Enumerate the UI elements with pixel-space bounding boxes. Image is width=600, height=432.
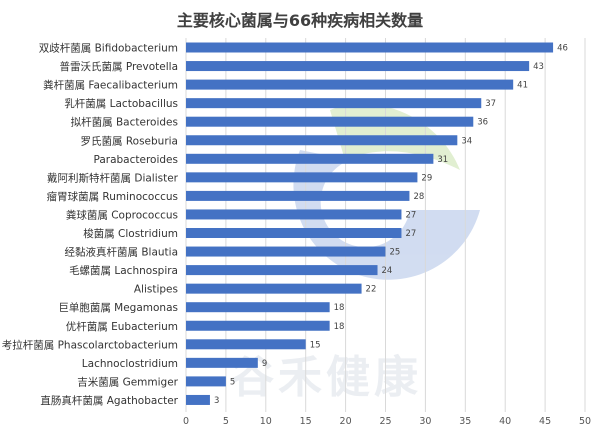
- data-label: 43: [533, 62, 544, 72]
- category-label: 瘤胃球菌属 Ruminococcus: [47, 190, 178, 203]
- x-tick-label: 45: [539, 416, 551, 427]
- x-tick-label: 40: [499, 416, 511, 427]
- bar: [186, 357, 258, 368]
- data-label: 24: [382, 266, 393, 276]
- category-label: 戴阿利斯特杆菌属 Dialister: [47, 171, 179, 184]
- x-tick-label: 50: [579, 416, 591, 427]
- category-label: Lachnoclostridium: [82, 358, 178, 370]
- bar: [186, 172, 418, 183]
- bar: [186, 116, 474, 127]
- data-label: 25: [390, 248, 401, 258]
- bar: [186, 42, 554, 53]
- category-label: 粪球菌属 Coprococcus: [66, 208, 178, 221]
- data-label: 41: [517, 81, 528, 91]
- bar: [186, 376, 226, 387]
- x-tick-label: 15: [300, 416, 312, 427]
- bar: [186, 265, 378, 276]
- x-tick-label: 10: [260, 416, 272, 427]
- category-label: 毛螺菌属 Lachnospira: [69, 265, 178, 277]
- category-label: 罗氏菌属 Roseburia: [80, 135, 178, 147]
- bar: [186, 190, 410, 201]
- category-label: Alistipes: [134, 284, 178, 296]
- category-label: 普雷沃氏菌属 Prevotella: [59, 60, 178, 73]
- category-label: 直肠真杆菌属 Agathobacter: [40, 394, 178, 407]
- x-tick-label: 5: [223, 416, 229, 427]
- bar: [186, 135, 458, 146]
- category-label: 拟杆菌属 Bacteroides: [71, 116, 178, 129]
- x-tick-label: 20: [340, 416, 352, 427]
- data-label: 18: [334, 303, 345, 313]
- data-label: 3: [214, 396, 219, 406]
- x-tick-label: 0: [183, 416, 189, 427]
- category-label: 粪杆菌属 Faecalibacterium: [43, 79, 178, 92]
- bar: [186, 209, 402, 220]
- data-label: 5: [230, 377, 235, 387]
- chart-title: 主要核心菌属与66种疾病相关数量: [177, 11, 423, 30]
- category-label: Parabacteroides: [93, 154, 178, 166]
- data-labels: 46 43 41 37 36 34 31 29 28 27 27 25 24 22 18 18 15 9 5 3: [214, 44, 568, 406]
- data-label: 36: [477, 118, 488, 128]
- bar: [186, 246, 386, 257]
- bar: [186, 153, 434, 164]
- data-label: 9: [262, 359, 267, 369]
- data-label: 27: [405, 229, 416, 239]
- data-label: 15: [310, 340, 321, 350]
- category-label: 优杆菌属 Eubacterium: [66, 320, 178, 333]
- bar: [186, 228, 402, 238]
- category-label: 吉米菌属 Gemmiger: [77, 375, 178, 388]
- bar: [186, 283, 362, 294]
- data-label: 22: [366, 285, 377, 295]
- category-label: 梭菌属 Clostridium: [83, 227, 178, 240]
- category-label: 乳杆菌属 Lactobacillus: [64, 97, 178, 110]
- bar: [186, 302, 330, 313]
- data-label: 27: [405, 210, 416, 220]
- x-axis-ticks: 0 5 10 15 20 25 30 35 40 45 50: [183, 416, 591, 427]
- category-label: 考拉杆菌属 Phascolarctobacterium: [2, 338, 178, 351]
- data-label: 37: [485, 99, 496, 109]
- bar: [186, 61, 530, 72]
- category-label: 经黏液真杆菌属 Blautia: [64, 246, 178, 259]
- data-label: 18: [334, 322, 345, 332]
- data-label: 46: [557, 44, 568, 54]
- data-label: 34: [461, 136, 472, 146]
- category-labels: 双歧杆菌属 Bifidobacterium 普雷沃氏菌属 Prevotella 粪杆…: [2, 42, 179, 407]
- bar: [186, 320, 330, 331]
- data-label: 31: [437, 155, 448, 165]
- x-tick-label: 35: [459, 416, 471, 427]
- data-label: 29: [421, 173, 432, 183]
- category-label: 巨单胞菌属 Megamonas: [58, 302, 178, 314]
- x-tick-label: 25: [379, 416, 391, 427]
- category-label: 双歧杆菌属 Bifidobacterium: [39, 42, 178, 55]
- bars-layer: [186, 42, 554, 405]
- bar: [186, 98, 482, 109]
- x-tick-label: 30: [419, 416, 431, 427]
- data-label: 28: [413, 192, 424, 202]
- bar: [186, 394, 210, 405]
- bar: [186, 79, 514, 90]
- bar: [186, 339, 306, 350]
- watermark-text: 谷禾健康: [230, 352, 422, 403]
